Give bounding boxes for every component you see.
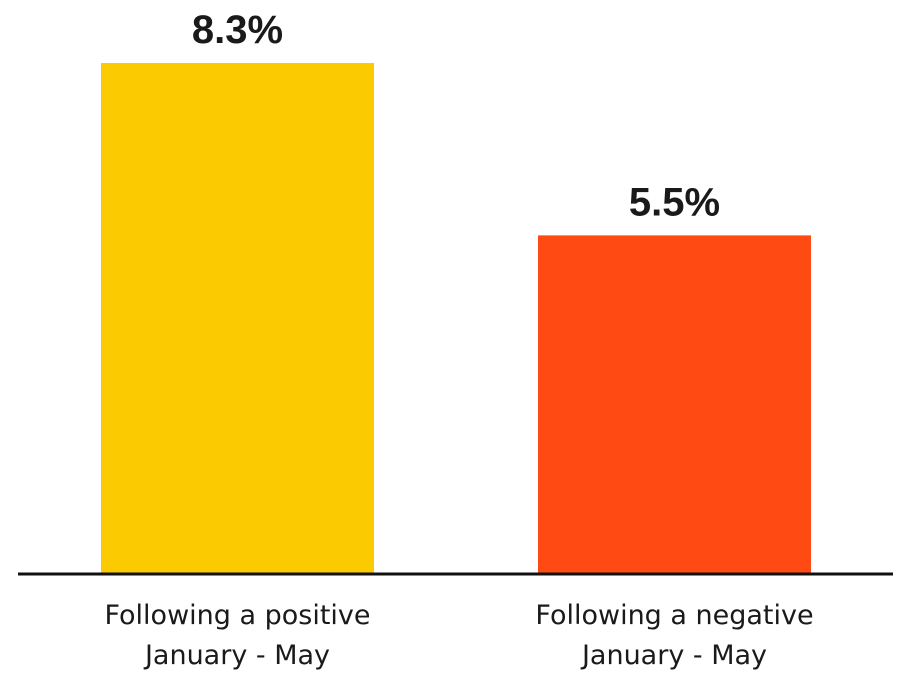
category-labels-layer: Following a positive January - May Followi… bbox=[104, 600, 813, 671]
bar-1 bbox=[101, 63, 374, 574]
value-labels-layer: 8.3% 5.5% bbox=[192, 8, 720, 224]
bar-value-label-2: 5.5% bbox=[629, 180, 720, 224]
category-label-2-line-2: January - May bbox=[580, 640, 767, 671]
bar-2 bbox=[538, 235, 811, 574]
category-label-2-line-1: Following a negative bbox=[535, 600, 813, 631]
category-label-1-line-1: Following a positive bbox=[104, 600, 370, 631]
category-label-1-line-2: January - May bbox=[143, 640, 330, 671]
bars-layer bbox=[101, 63, 811, 574]
bar-value-label-1: 8.3% bbox=[192, 8, 283, 52]
